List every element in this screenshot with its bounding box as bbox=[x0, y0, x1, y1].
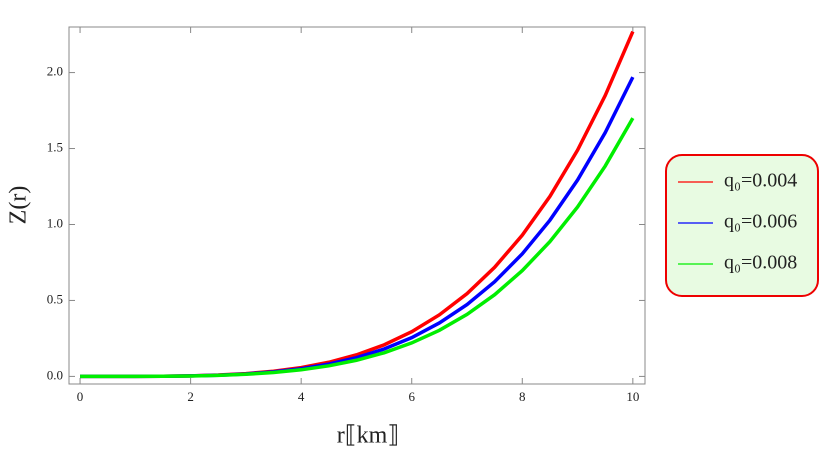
y-tick-label: 1.5 bbox=[47, 140, 63, 155]
x-axis-label: r⟦km⟧ bbox=[337, 423, 399, 449]
y-tick-label: 0.0 bbox=[47, 367, 63, 382]
y-tick-label: 1.0 bbox=[47, 215, 63, 230]
legend-label: q₀=0.006 bbox=[724, 211, 797, 233]
legend-label: q₀=0.008 bbox=[724, 252, 797, 274]
series-line bbox=[80, 30, 635, 379]
series-line bbox=[80, 117, 635, 379]
x-tick-label: 4 bbox=[298, 389, 305, 404]
legend-label: q₀=0.004 bbox=[724, 170, 797, 192]
y-tick-label: 2.0 bbox=[47, 64, 63, 79]
y-tick-label: 0.5 bbox=[47, 291, 63, 306]
x-tick-label: 2 bbox=[187, 389, 194, 404]
x-tick-label: 6 bbox=[408, 389, 415, 404]
y-axis-label: Z(r) bbox=[6, 186, 32, 225]
series-line bbox=[80, 76, 635, 379]
plot-frame bbox=[68, 26, 646, 385]
x-tick-label: 0 bbox=[77, 389, 84, 404]
legend-box bbox=[665, 154, 819, 297]
x-tick-label: 10 bbox=[626, 389, 639, 404]
x-tick-label: 8 bbox=[519, 389, 526, 404]
